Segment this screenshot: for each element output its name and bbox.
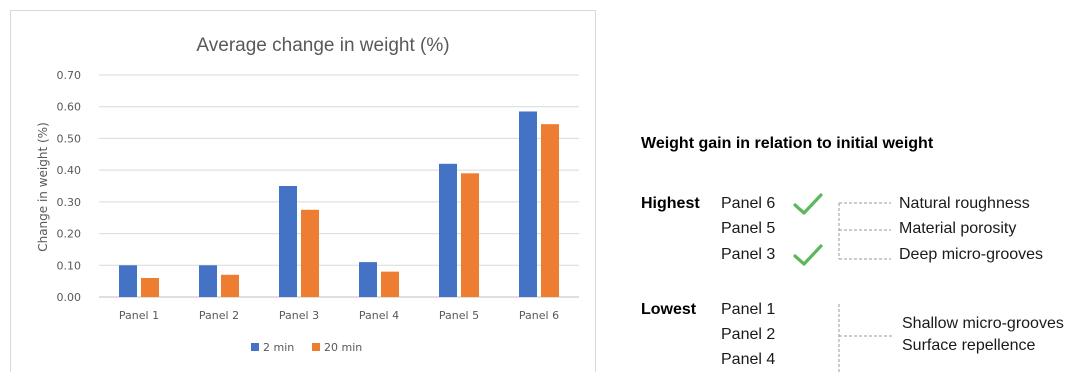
lowest-panel-1: Panel 1 bbox=[721, 301, 776, 318]
highest-label: Highest bbox=[641, 195, 700, 212]
chart-legend: 2 min 20 min bbox=[251, 341, 362, 354]
check-icon bbox=[793, 193, 823, 215]
lowest-label: Lowest bbox=[641, 301, 697, 318]
y-tick-label: 0.70 bbox=[57, 69, 82, 82]
lowest-reason-2: Surface repellence bbox=[902, 337, 1036, 354]
y-tick-label: 0.10 bbox=[57, 259, 82, 272]
bar-2-min-panel-2 bbox=[199, 265, 217, 297]
y-tick-label: 0.50 bbox=[57, 132, 82, 145]
x-tick-label: Panel 2 bbox=[199, 309, 239, 322]
y-tick-label: 0.00 bbox=[57, 291, 82, 304]
y-tick-label: 0.30 bbox=[57, 196, 82, 209]
y-tick-label: 0.40 bbox=[57, 164, 82, 177]
x-tick-label: Panel 4 bbox=[359, 309, 399, 322]
bar-2-min-panel-1 bbox=[119, 265, 137, 297]
bar-2-min-panel-6 bbox=[519, 111, 537, 297]
x-tick-label: Panel 5 bbox=[439, 309, 479, 322]
lowest-reason-1: Shallow micro-grooves bbox=[902, 315, 1064, 332]
bar-chart: Average change in weight (%) 0.00 0.10 0.2… bbox=[36, 35, 579, 354]
x-tick-label: Panel 3 bbox=[279, 309, 319, 322]
y-tick-label: 0.20 bbox=[57, 228, 82, 241]
highest-reason-1: Natural roughness bbox=[899, 195, 1030, 212]
check-icon bbox=[793, 244, 823, 266]
bar-20-min-panel-2 bbox=[221, 274, 239, 297]
summary-heading: Weight gain in relation to initial weigh… bbox=[641, 135, 934, 152]
bar-2-min-panel-4 bbox=[359, 262, 377, 297]
legend-swatch bbox=[251, 343, 259, 351]
bar-2-min-panel-3 bbox=[279, 186, 297, 297]
x-tick-label: Panel 6 bbox=[519, 309, 559, 322]
legend-label: 2 min bbox=[263, 341, 294, 354]
highest-reason-3: Deep micro-grooves bbox=[899, 246, 1044, 263]
bar-20-min-panel-6 bbox=[541, 124, 559, 298]
y-axis-title: Change in weight (%) bbox=[36, 122, 50, 252]
chart-title: Average change in weight (%) bbox=[196, 35, 449, 56]
legend-label: 20 min bbox=[324, 341, 362, 354]
highest-panel-3: Panel 3 bbox=[721, 246, 776, 263]
bar-20-min-panel-3 bbox=[301, 209, 319, 297]
bar-20-min-panel-4 bbox=[381, 271, 399, 297]
chart-frame: Average change in weight (%) 0.00 0.10 0.2… bbox=[10, 10, 596, 372]
legend-swatch bbox=[312, 343, 320, 351]
x-tick-label: Panel 1 bbox=[119, 309, 159, 322]
y-tick-label: 0.60 bbox=[57, 101, 82, 114]
highest-reason-2: Material porosity bbox=[899, 220, 1017, 237]
lowest-panel-2: Panel 2 bbox=[721, 326, 776, 343]
lowest-panel-3: Panel 4 bbox=[721, 351, 776, 368]
highest-panel-1: Panel 6 bbox=[721, 195, 776, 212]
bar-20-min-panel-1 bbox=[141, 277, 159, 297]
bar-2-min-panel-5 bbox=[439, 163, 457, 297]
bar-20-min-panel-5 bbox=[461, 173, 479, 297]
highest-panel-2: Panel 5 bbox=[721, 220, 776, 237]
